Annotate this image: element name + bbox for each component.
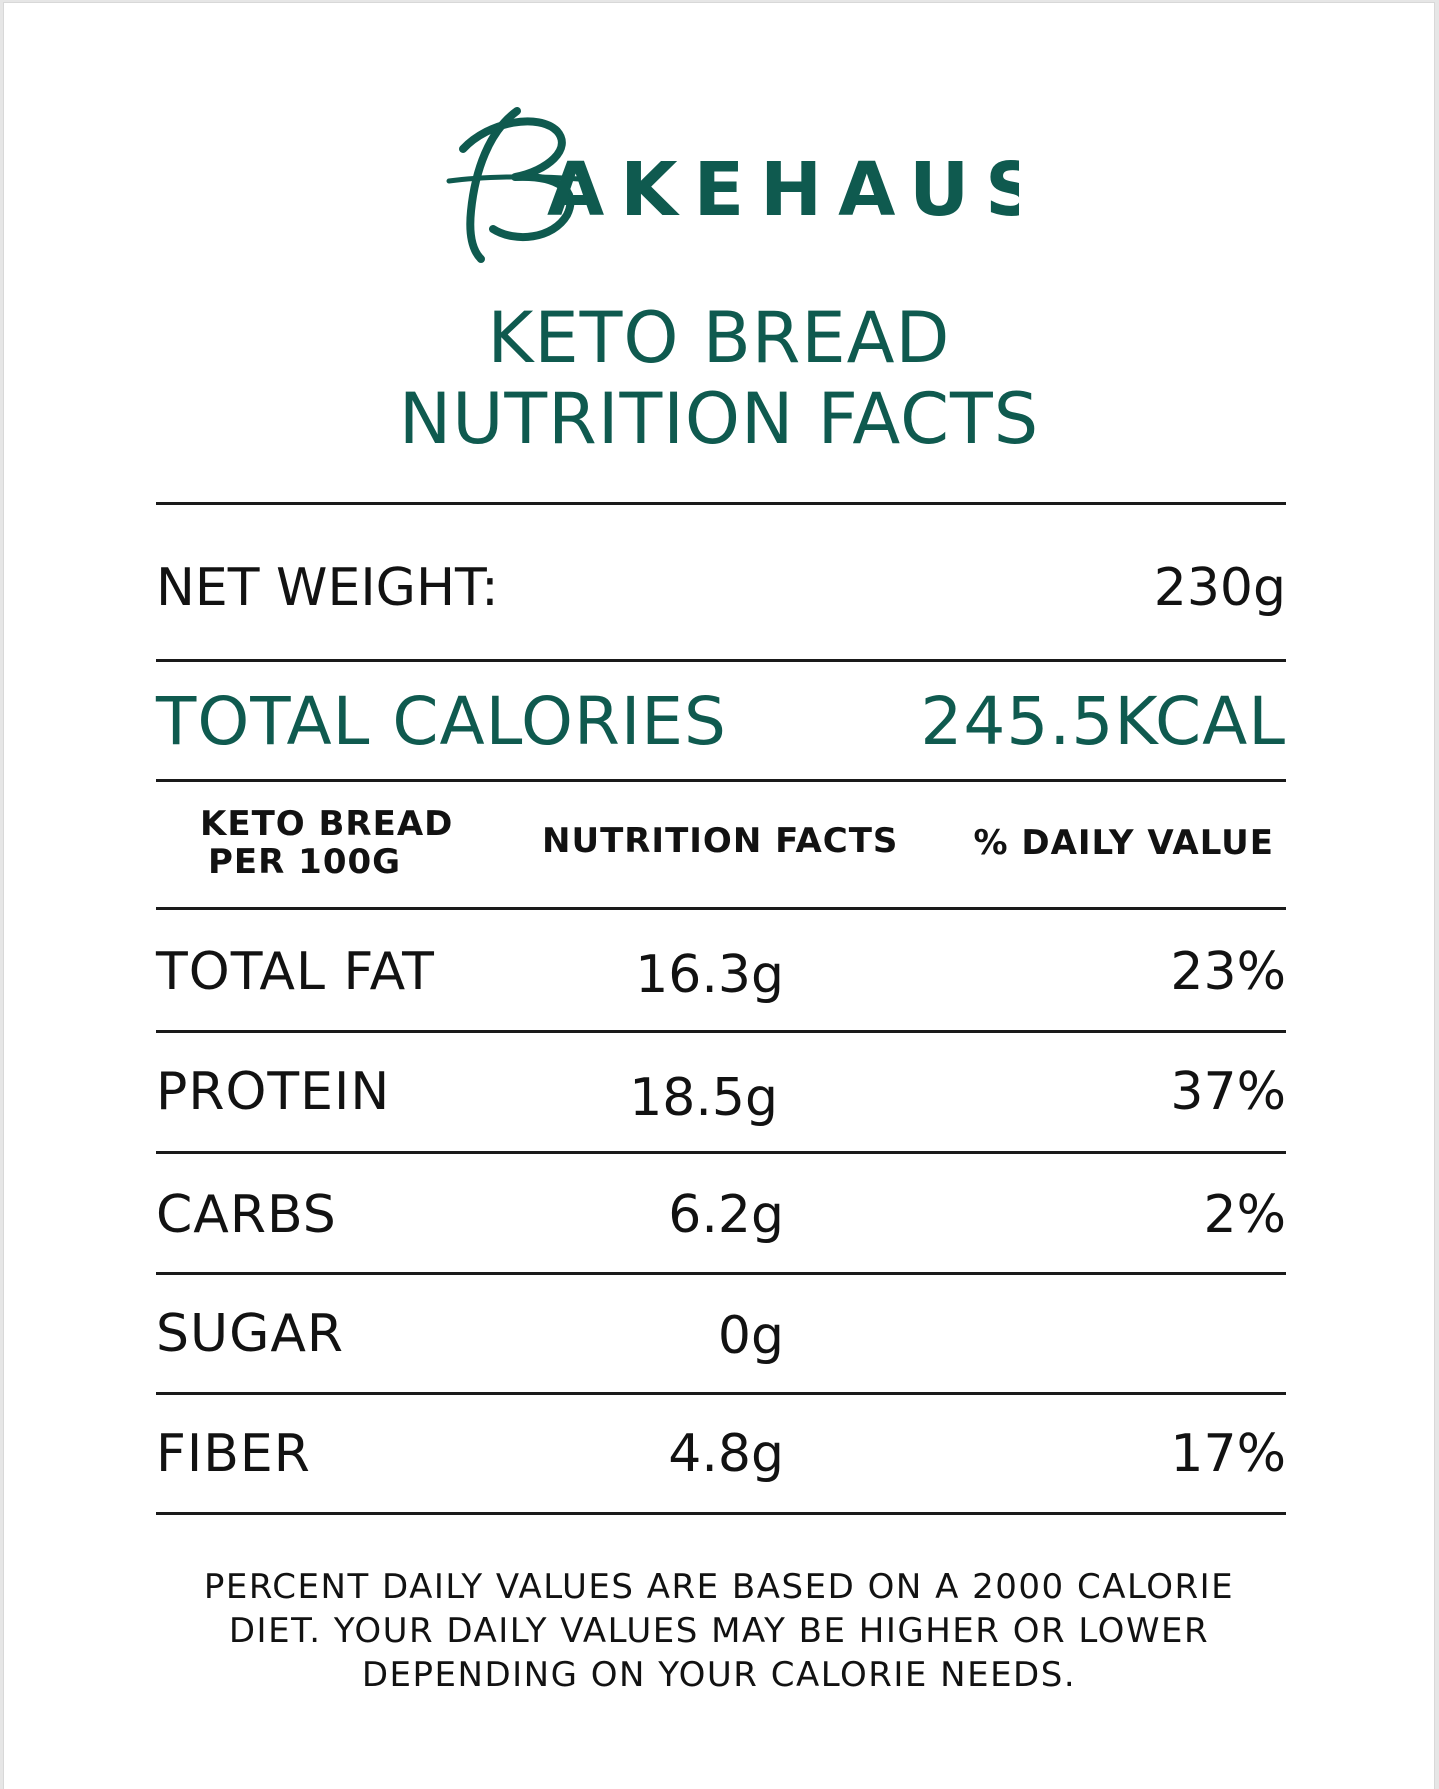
brand-name-text: AKEHAUS (547, 147, 1019, 233)
footnote-line3: DEPENDING ON YOUR CALORIE NEEDS. (361, 1655, 1077, 1695)
net-weight-label: NET WEIGHT: (156, 558, 499, 618)
title-product: KETO BREAD (487, 297, 951, 379)
nutrient-amount: 16.3g (635, 945, 784, 1005)
footnote-line2: DIET. YOUR DAILY VALUES MAY BE HIGHER OR… (228, 1611, 1210, 1651)
header-nutrition-facts: NUTRITION FACTS (542, 821, 899, 861)
divider-row (156, 1151, 1286, 1154)
title-subtitle: NUTRITION FACTS (398, 378, 1040, 460)
nutrient-amount: 4.8g (668, 1424, 784, 1484)
divider-row (156, 1272, 1286, 1275)
divider-top (156, 502, 1286, 505)
divider-calories (156, 779, 1286, 782)
nutrient-daily-value: 37% (1170, 1062, 1286, 1122)
bakehaus-logo: AKEHAUS (446, 107, 1019, 263)
divider-row (156, 1392, 1286, 1395)
nutrient-daily-value: 23% (1170, 942, 1286, 1002)
total-calories-label: TOTAL CALORIES (156, 683, 727, 760)
divider-bottom (156, 1512, 1286, 1515)
nutrient-name: FIBER (156, 1424, 311, 1484)
divider-net-weight (156, 659, 1286, 662)
net-weight-value: 230g (1153, 558, 1286, 618)
header-serving-line2: PER 100G (208, 842, 402, 882)
nutrient-name: SUGAR (156, 1304, 345, 1364)
header-daily-value: % DAILY VALUE (973, 823, 1274, 863)
footnote: PERCENT DAILY VALUES ARE BASED ON A 2000… (4, 1565, 1434, 1697)
nutrient-amount: 0g (717, 1306, 784, 1366)
nutrient-name: TOTAL FAT (156, 942, 435, 1002)
divider-header (156, 907, 1286, 910)
divider-row (156, 1030, 1286, 1033)
header-serving-line1: KETO BREAD (200, 804, 454, 844)
nutrient-daily-value: 2% (1203, 1185, 1287, 1245)
nutrition-label-sheet: AKEHAUS KETO BREAD NUTRITION FACTS NET W… (4, 3, 1434, 1789)
nutrient-amount: 6.2g (668, 1185, 784, 1245)
nutrient-name: PROTEIN (156, 1062, 391, 1122)
header-serving: KETO BREAD PER 100G (200, 805, 480, 881)
footnote-line1: PERCENT DAILY VALUES ARE BASED ON A 2000… (203, 1567, 1235, 1607)
nutrient-amount: 18.5g (629, 1068, 778, 1128)
nutrient-name: CARBS (156, 1185, 337, 1245)
total-calories-value: 245.5KCAL (920, 683, 1286, 760)
brand-logo: AKEHAUS (4, 91, 1434, 271)
nutrient-daily-value: 17% (1170, 1424, 1286, 1484)
